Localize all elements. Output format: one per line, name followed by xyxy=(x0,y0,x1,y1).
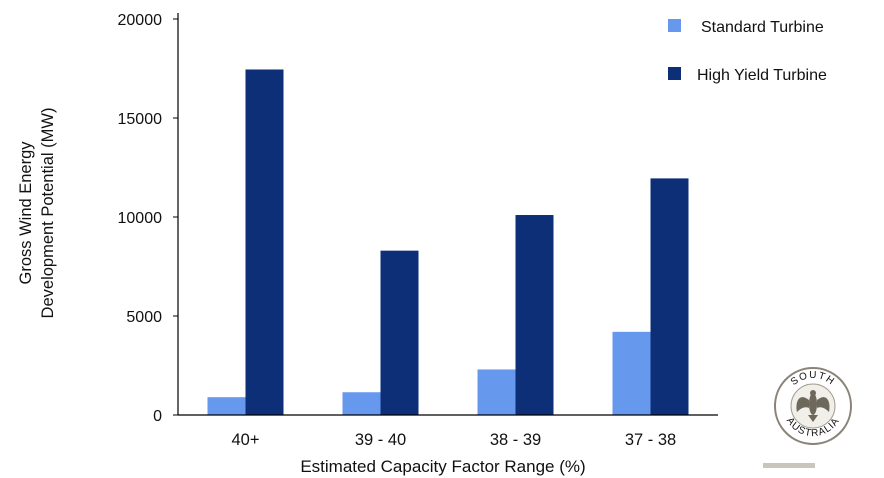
bar-standard-turbine xyxy=(342,392,381,415)
y-tick-label: 10000 xyxy=(118,210,163,227)
bar-standard-turbine xyxy=(477,369,516,415)
y-axis-label: Gross Wind Energy Development Potential … xyxy=(17,108,57,319)
bar-standard-turbine xyxy=(207,397,246,415)
y-tick-label: 20000 xyxy=(118,12,163,29)
bars xyxy=(207,69,689,416)
south-australia-seal: SOUTH AUSTRALIA xyxy=(763,367,852,468)
x-tick-label: 38 - 39 xyxy=(490,431,541,449)
legend: Standard Turbine High Yield Turbine xyxy=(668,19,827,84)
y-tick-label: 0 xyxy=(153,408,162,425)
x-axis-ticks: 40+ 39 - 40 38 - 39 37 - 38 xyxy=(232,431,677,449)
seal-outer-ring xyxy=(774,367,852,445)
y-axis-label-line-2: Development Potential (MW) xyxy=(39,108,57,319)
legend-swatch-standard-turbine xyxy=(668,19,681,32)
x-tick-label: 39 - 40 xyxy=(355,431,406,449)
legend-label-high-yield-turbine: High Yield Turbine xyxy=(697,67,827,84)
x-tick-label: 37 - 38 xyxy=(625,431,676,449)
seal-underline xyxy=(763,463,815,468)
x-axis-label: Estimated Capacity Factor Range (%) xyxy=(300,457,585,476)
bar-high-yield-turbine xyxy=(650,178,689,415)
bar-high-yield-turbine xyxy=(245,69,284,416)
bar-standard-turbine xyxy=(612,331,651,415)
legend-swatch-high-yield-turbine xyxy=(668,67,681,80)
y-axis-ticks: 0 5000 10000 15000 20000 xyxy=(118,12,178,425)
legend-label-standard-turbine: Standard Turbine xyxy=(701,19,824,36)
seal-bird-icon xyxy=(796,390,830,422)
y-tick-label: 5000 xyxy=(126,309,162,326)
bar-high-yield-turbine xyxy=(515,215,554,415)
x-tick-label: 40+ xyxy=(232,431,260,449)
y-tick-label: 15000 xyxy=(118,111,163,128)
bar-high-yield-turbine xyxy=(380,250,419,415)
y-axis-label-line-1: Gross Wind Energy xyxy=(17,141,35,285)
